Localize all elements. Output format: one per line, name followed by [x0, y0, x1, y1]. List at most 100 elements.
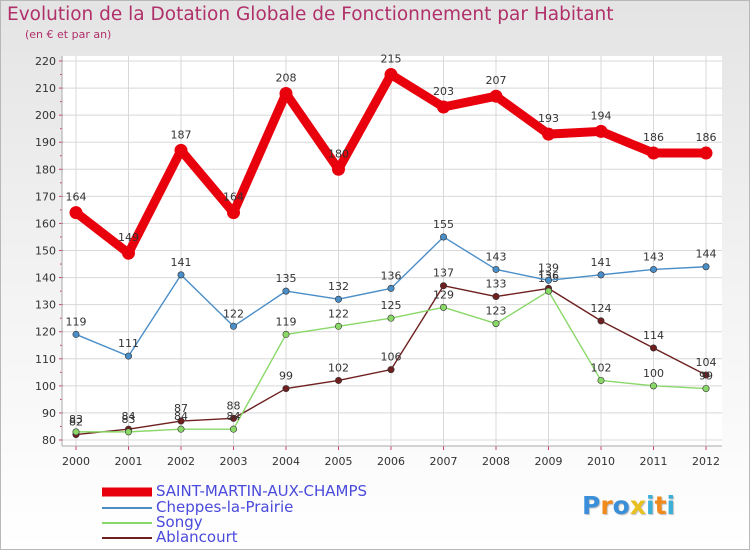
x-tick-label: 2002 — [167, 455, 195, 468]
data-point — [649, 265, 657, 273]
y-tick-label: 160 — [35, 217, 56, 230]
data-point — [279, 86, 293, 100]
data-label: 186 — [643, 131, 664, 144]
y-tick-label: 100 — [35, 380, 56, 393]
data-point — [230, 322, 238, 330]
data-label: 149 — [118, 231, 139, 244]
data-label: 203 — [433, 85, 454, 98]
data-label: 132 — [328, 280, 349, 293]
y-tick-label: 150 — [35, 245, 56, 258]
data-point — [122, 246, 135, 260]
legend-label: Cheppes-la-Prairie — [156, 498, 294, 516]
data-point — [702, 263, 710, 271]
logo-letter: P — [582, 491, 601, 520]
data-label: 122 — [328, 307, 349, 320]
data-label: 102 — [591, 361, 612, 374]
y-tick-label: 80 — [42, 434, 56, 447]
data-point — [177, 417, 185, 425]
data-label: 143 — [486, 250, 507, 263]
data-label: 193 — [538, 112, 559, 125]
data-label: 141 — [591, 256, 612, 269]
data-point — [597, 376, 605, 384]
data-label: 187 — [171, 128, 192, 141]
data-point — [384, 68, 398, 82]
logo-letter: o — [612, 491, 630, 520]
data-point — [489, 89, 503, 103]
data-point — [334, 322, 342, 330]
data-label: 84 — [174, 410, 188, 423]
data-label: 135 — [276, 272, 297, 285]
data-point — [125, 428, 133, 436]
x-tick-label: 2006 — [377, 455, 405, 468]
brand-logo: Proxiti — [582, 491, 675, 520]
data-point — [72, 428, 80, 436]
y-tick-label: 140 — [35, 272, 56, 285]
x-tick-label: 2010 — [587, 455, 615, 468]
data-label: 125 — [381, 299, 402, 312]
y-tick-label: 120 — [35, 326, 56, 339]
data-point — [282, 287, 290, 295]
data-point — [492, 293, 500, 301]
x-tick-label: 2000 — [62, 455, 90, 468]
data-label: 136 — [381, 269, 402, 282]
data-label: 129 — [433, 288, 454, 301]
data-point — [542, 127, 555, 141]
data-point — [334, 295, 342, 303]
data-label: 143 — [643, 250, 664, 263]
x-tick-label: 2001 — [115, 455, 143, 468]
data-label: 83 — [69, 413, 83, 426]
data-label: 194 — [591, 109, 612, 122]
data-label: 122 — [223, 307, 244, 320]
y-tick-label: 210 — [35, 82, 56, 95]
x-tick-label: 2012 — [692, 455, 720, 468]
data-point — [282, 385, 290, 393]
y-tick-label: 110 — [35, 353, 56, 366]
y-tick-label: 200 — [35, 109, 56, 122]
data-label: 186 — [696, 131, 717, 144]
data-label: 111 — [118, 337, 139, 350]
data-label: 99 — [279, 370, 293, 383]
y-tick-label: 220 — [35, 55, 56, 68]
data-point — [230, 414, 238, 422]
data-label: 164 — [223, 191, 244, 204]
logo-letter: t — [654, 491, 667, 520]
data-label: 123 — [486, 305, 507, 318]
data-label: 87 — [174, 402, 188, 415]
data-point — [437, 100, 450, 114]
data-label: 180 — [328, 147, 349, 160]
x-tick-label: 2005 — [325, 455, 353, 468]
data-point — [230, 425, 238, 433]
legend-label: SAINT-MARTIN-AUX-CHAMPS — [156, 482, 368, 500]
data-point — [332, 162, 345, 176]
data-label: 124 — [591, 302, 612, 315]
data-point — [387, 314, 395, 322]
data-point — [177, 271, 185, 279]
data-point — [702, 385, 710, 393]
data-label: 215 — [381, 53, 402, 66]
data-label: 88 — [227, 399, 241, 412]
data-label: 119 — [66, 315, 87, 328]
data-label: 84 — [227, 410, 241, 423]
data-label: 139 — [538, 261, 559, 274]
x-tick-label: 2004 — [272, 455, 300, 468]
chart-title: Evolution de la Dotation Globale de Fonc… — [7, 4, 614, 25]
legend-label: Ablancourt — [156, 528, 238, 546]
data-label: 119 — [276, 315, 297, 328]
data-label: 137 — [433, 267, 454, 280]
data-label: 133 — [486, 278, 507, 291]
data-label: 114 — [643, 329, 664, 342]
data-point — [387, 366, 395, 374]
y-tick-label: 130 — [35, 299, 56, 312]
x-tick-label: 2009 — [535, 455, 563, 468]
data-point — [125, 352, 133, 360]
data-label: 83 — [122, 413, 136, 426]
data-point — [174, 143, 188, 157]
data-point — [439, 303, 447, 311]
data-point — [699, 146, 713, 160]
data-point — [647, 146, 660, 160]
logo-letter: r — [600, 491, 613, 520]
logo-letter: i — [646, 491, 655, 520]
data-label: 141 — [171, 256, 192, 269]
y-tick-label: 90 — [42, 407, 56, 420]
data-point — [439, 233, 447, 241]
